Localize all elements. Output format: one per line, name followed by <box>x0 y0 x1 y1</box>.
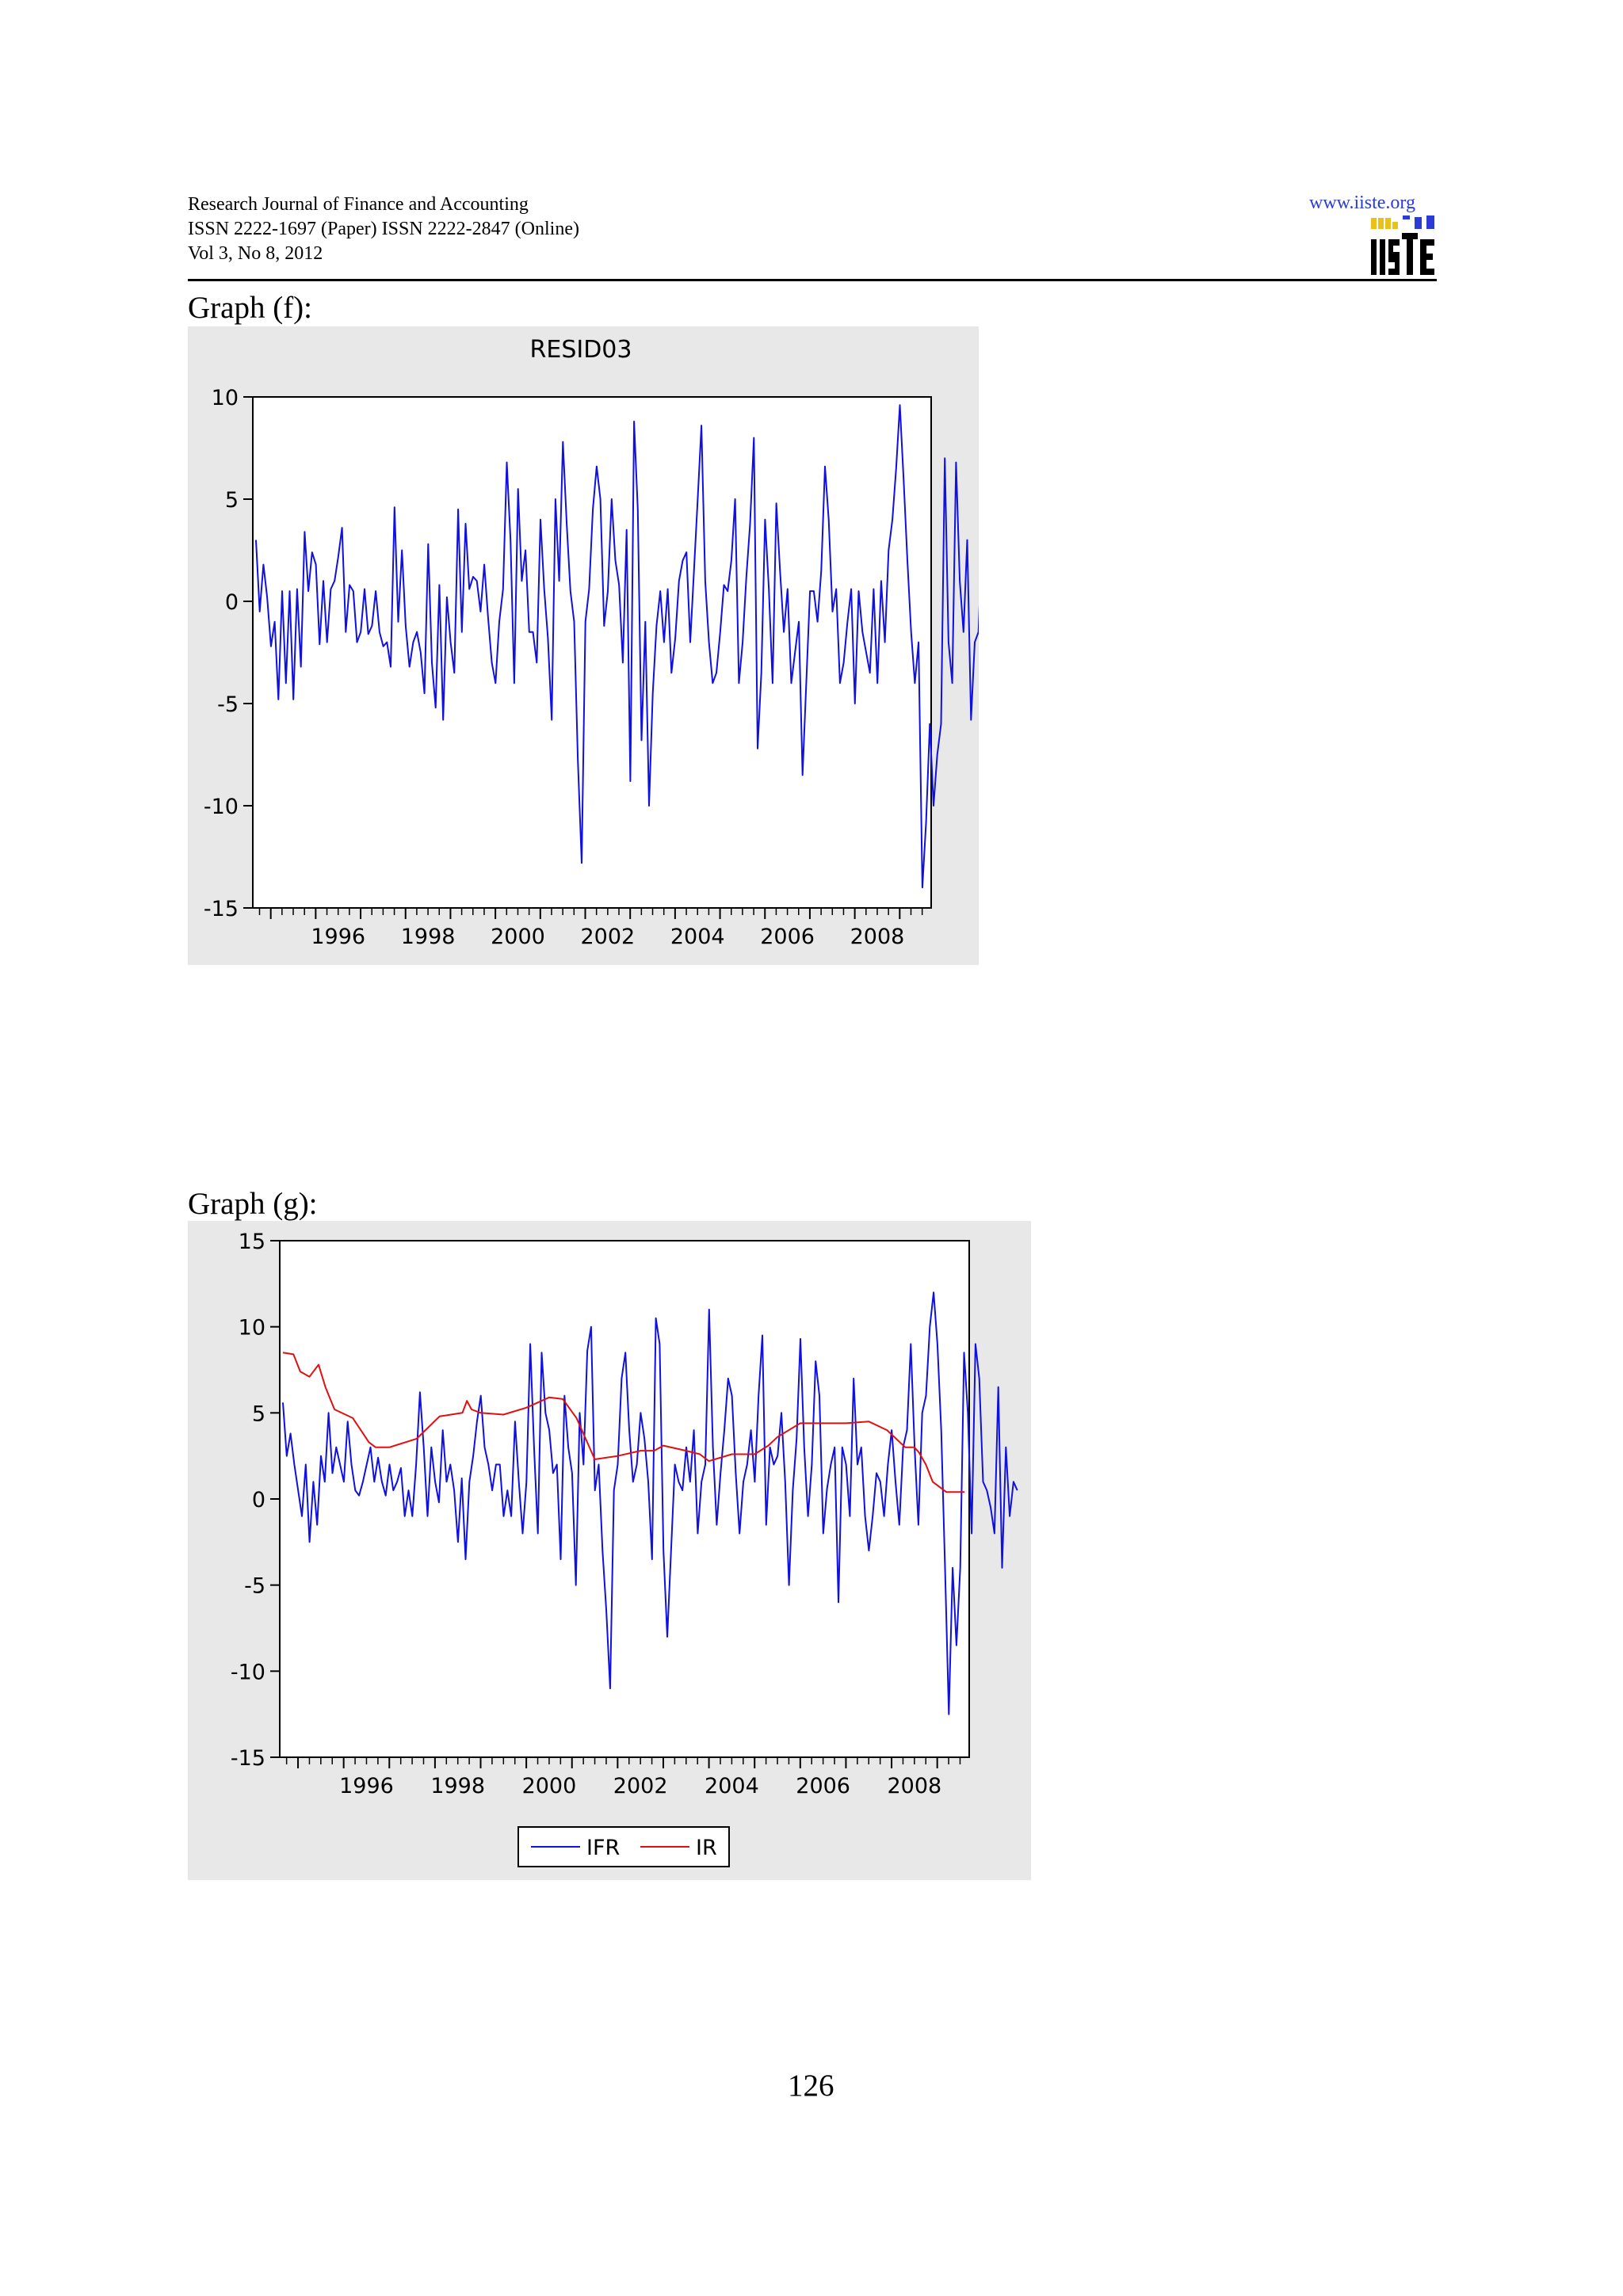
y-tick-label: 0 <box>252 1488 265 1512</box>
journal-volume: Vol 3, No 8, 2012 <box>188 243 323 264</box>
y-tick-label: 5 <box>252 1402 265 1426</box>
plot-area <box>252 396 932 909</box>
x-tick-label: 2002 <box>613 1774 668 1798</box>
y-tick-label: -5 <box>217 692 239 717</box>
x-tick-label: 2008 <box>888 1774 942 1798</box>
x-tick-label: 2004 <box>705 1774 759 1798</box>
graph-f-label: Graph (f): <box>188 291 313 325</box>
running-header: Research Journal of Finance and Accounti… <box>188 193 579 266</box>
series-line-ifr <box>282 1291 1018 1715</box>
x-tick-label: 2006 <box>796 1774 850 1798</box>
y-tick-label: 10 <box>212 386 239 410</box>
y-tick-label: -10 <box>231 1660 265 1684</box>
chart-title: RESID03 <box>530 336 632 364</box>
y-tick-label: -15 <box>231 1746 265 1771</box>
x-tick-label: 1996 <box>339 1774 394 1798</box>
y-tick-label: -10 <box>204 795 239 819</box>
x-tick-label: 2006 <box>760 925 815 949</box>
graph-g-panel: 15 10 5 0 -5 -10 -15 1996 1998 2000 2002 2004 2006 20… <box>188 1221 1031 1880</box>
y-tick-label: 5 <box>225 488 239 513</box>
journal-name: Research Journal of Finance and Accounti… <box>188 194 529 215</box>
chart-g-svg: 15 10 5 0 -5 -10 -15 1996 1998 2000 2002 2004 2006 20… <box>231 1230 1018 1867</box>
chart-f-svg: RESID03 10 5 0 -5 -10 -15 1996 1998 2000 2002 2004 2… <box>204 336 979 949</box>
journal-issn: ISSN 2222-1697 (Paper) ISSN 2222-2847 (O… <box>188 219 579 239</box>
journal-url-link[interactable]: www.iiste.org <box>1309 193 1415 213</box>
x-tick-label: 2000 <box>491 925 545 949</box>
x-tick-label: 1996 <box>311 925 365 949</box>
header-rule <box>188 279 1437 281</box>
x-tick-label: 1998 <box>401 925 456 949</box>
plot-area <box>279 1240 970 1758</box>
legend-label: IR <box>696 1836 717 1860</box>
y-tick-label: 10 <box>239 1316 265 1341</box>
legend-label: IFR <box>586 1836 620 1860</box>
x-tick-label: 2008 <box>850 925 905 949</box>
y-tick-label: -15 <box>204 897 239 921</box>
iiste-logo <box>1371 215 1434 275</box>
page-number: 126 <box>788 2069 834 2103</box>
series-line-ir <box>282 1352 965 1493</box>
x-tick-label: 2002 <box>580 925 635 949</box>
y-tick-label: 15 <box>239 1230 265 1254</box>
series-line-resid <box>255 404 979 889</box>
graph-f-panel: RESID03 10 5 0 -5 -10 -15 1996 1998 2000 2002 2004 2… <box>188 326 979 965</box>
x-tick-label: 1998 <box>430 1774 485 1798</box>
x-tick-label: 2004 <box>670 925 725 949</box>
y-tick-label: 0 <box>225 590 239 615</box>
graph-g-label: Graph (g): <box>188 1187 318 1221</box>
x-tick-label: 2000 <box>522 1774 577 1798</box>
y-tick-label: -5 <box>244 1574 265 1599</box>
